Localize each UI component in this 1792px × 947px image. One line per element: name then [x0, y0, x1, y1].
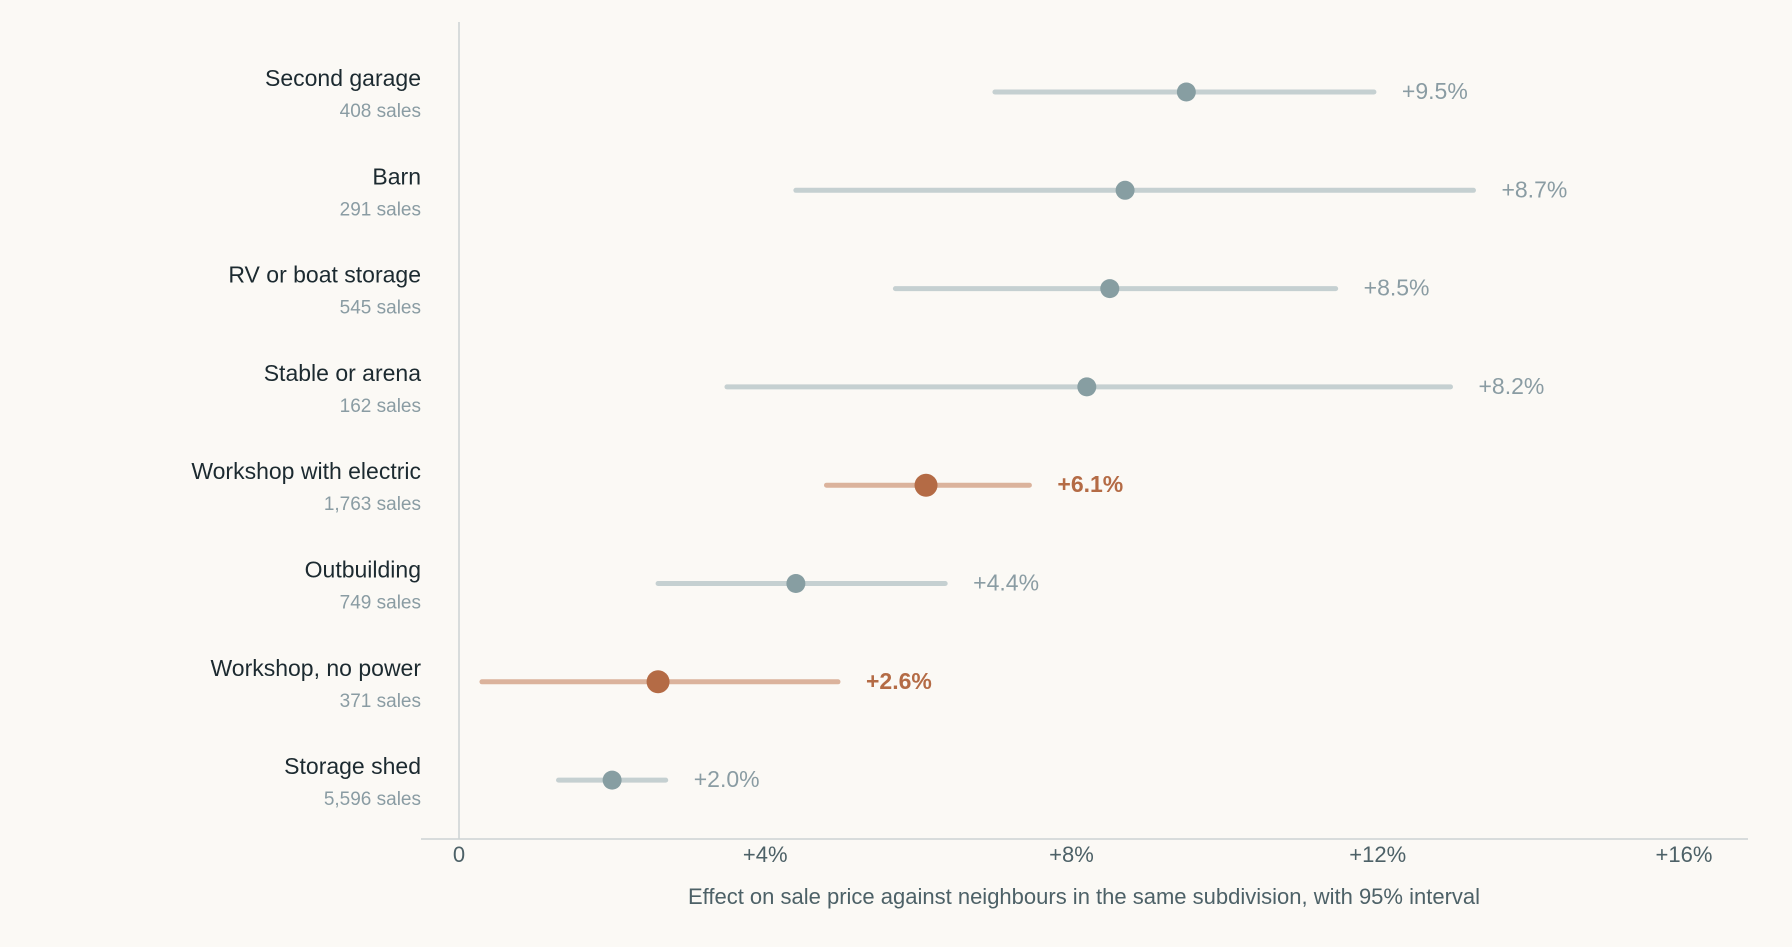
sales-count-label: 749 sales	[340, 593, 421, 614]
estimate-point	[1077, 377, 1097, 397]
sales-count-label: 291 sales	[340, 199, 421, 220]
category-label: Workshop, no power	[210, 655, 421, 681]
category-label: Barn	[372, 163, 421, 189]
chart-row: RV or boat storage 545 sales +8.5%	[228, 262, 1429, 319]
category-label: Second garage	[265, 65, 421, 91]
chart-row: Stable or arena 162 sales +8.2%	[264, 360, 1545, 417]
estimate-point	[914, 473, 938, 497]
estimate-point	[1100, 279, 1120, 299]
estimate-point	[786, 574, 806, 593]
sales-count-label: 408 sales	[340, 101, 421, 122]
x-tick-label: +12%	[1349, 842, 1406, 867]
category-label: Storage shed	[284, 753, 421, 779]
value-label: +8.7%	[1501, 176, 1567, 202]
sales-count-label: 1,763 sales	[324, 494, 421, 515]
sales-count-label: 371 sales	[340, 691, 421, 712]
estimate-point	[646, 670, 670, 694]
chart-row: Storage shed 5,596 sales +2.0%	[284, 753, 759, 810]
estimate-point	[602, 770, 622, 790]
x-axis-title: Effect on sale price against neighbours …	[688, 884, 1480, 909]
category-label: RV or boat storage	[228, 262, 421, 288]
value-label: +2.6%	[866, 668, 932, 694]
chart-row: Barn 291 sales +8.7%	[340, 163, 1568, 220]
x-tick-label: 0	[453, 842, 465, 867]
value-label: +4.4%	[973, 570, 1039, 596]
sales-count-label: 5,596 sales	[324, 789, 421, 810]
chart-row: Outbuilding 749 sales +4.4%	[305, 557, 1039, 614]
chart-row: Workshop, no power 371 sales +2.6%	[210, 655, 931, 712]
sales-count-label: 162 sales	[340, 396, 421, 417]
value-label: +8.2%	[1478, 373, 1544, 399]
value-label: +9.5%	[1402, 78, 1468, 104]
chart-row: Second garage 408 sales +9.5%	[265, 65, 1468, 122]
category-label: Stable or arena	[264, 360, 421, 386]
value-label: +2.0%	[694, 766, 760, 792]
sales-count-label: 545 sales	[340, 298, 421, 319]
category-label: Workshop with electric	[191, 458, 421, 484]
estimate-point	[1176, 82, 1196, 102]
chart-row: Workshop with electric 1,763 sales +6.1%	[191, 458, 1123, 515]
value-label: +8.5%	[1364, 275, 1430, 301]
estimate-point	[1115, 180, 1135, 200]
category-label: Outbuilding	[305, 557, 421, 583]
x-tick-label: +4%	[743, 842, 788, 867]
chart-rows: Second garage 408 sales +9.5% Barn 291 sales…	[191, 65, 1567, 810]
x-tick-label: +8%	[1049, 842, 1094, 867]
value-label: +6.1%	[1057, 471, 1123, 497]
x-tick-label: +16%	[1656, 842, 1713, 867]
x-axis-ticks: 0 +4% +8% +12% +16%	[453, 842, 1713, 867]
